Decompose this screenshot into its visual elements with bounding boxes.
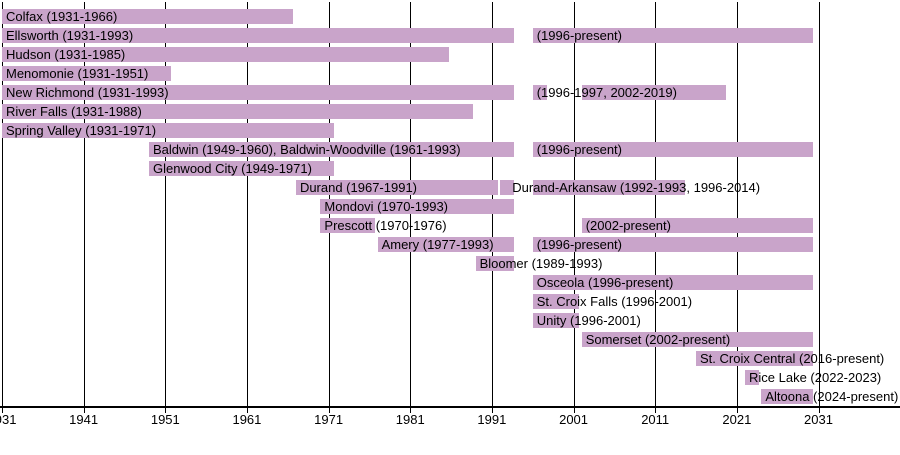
timeline-bar <box>2 123 335 138</box>
year-gridline <box>2 2 3 407</box>
timeline-bar-label: (1996-present) <box>536 28 622 43</box>
timeline-bar-label: Durand (1967-1991) <box>299 180 418 195</box>
axis-tick <box>328 408 330 413</box>
timeline-bar-label: Colfax (1931-1966) <box>6 9 118 24</box>
timeline-bar-label: Spring Valley (1931-1971) <box>6 123 157 138</box>
timeline-bar-label: Altoona (2024-present) <box>765 389 899 404</box>
timeline-bar <box>2 66 171 81</box>
timeline-bar-label: (1996-present) <box>536 237 622 252</box>
axis-tick <box>491 408 493 413</box>
timeline-bar <box>532 85 547 100</box>
timeline-bar-label: St. Croix Falls (1996-2001) <box>536 294 693 309</box>
axis-tick-label: 2021 <box>722 412 752 427</box>
axis-tick-label: 1941 <box>69 412 99 427</box>
timeline-bar <box>745 370 759 385</box>
timeline-bar <box>320 218 376 233</box>
axis-tick-label: 1961 <box>232 412 262 427</box>
timeline-bar-label: (2002-present) <box>585 218 671 233</box>
timeline-bar-label: New Richmond (1931-1993) <box>6 85 169 100</box>
axis-tick-label: 2031 <box>804 412 833 427</box>
timeline-bar <box>581 332 813 347</box>
year-gridline <box>165 2 167 407</box>
axis-line <box>0 406 900 408</box>
timeline-bar <box>500 180 514 195</box>
timeline-bar-label: Unity (1996-2001) <box>536 313 641 328</box>
axis-tick-label: 1991 <box>477 412 507 427</box>
timeline-bar-label: River Falls (1931-1988) <box>6 104 142 119</box>
year-gridline <box>83 2 85 407</box>
timeline-bar <box>377 237 514 252</box>
timeline-bar-label: Rice Lake (2022-2023) <box>749 370 882 385</box>
axis-tick-label: 1971 <box>314 412 344 427</box>
timeline-bar <box>532 313 580 328</box>
timeline-bar <box>2 85 514 100</box>
axis-tick <box>165 408 167 413</box>
axis-tick <box>246 408 248 413</box>
timeline-bar <box>295 180 498 195</box>
timeline-bar <box>148 161 335 176</box>
timeline-bar <box>2 9 294 24</box>
axis-tick <box>736 408 738 413</box>
timeline-bar <box>581 85 727 100</box>
year-gridline <box>655 2 657 407</box>
timeline-bar <box>532 180 686 195</box>
timeline-bar <box>2 47 449 62</box>
timeline-bar-label: Hudson (1931-1985) <box>6 47 126 62</box>
timeline-bar-label: (1996-1997, 2002-2019) <box>536 85 677 100</box>
timeline-bar-label: Somerset (2002-present) <box>585 332 731 347</box>
axis-tick <box>410 408 412 413</box>
timeline-bar-label: St. Croix Central (2016-present) <box>700 351 885 366</box>
axis-tick <box>573 408 575 413</box>
timeline-bar-label: Baldwin (1949-1960), Baldwin-Woodville (… <box>152 142 461 157</box>
timeline-bar <box>475 256 514 271</box>
timeline-bar <box>532 237 813 252</box>
timeline-bar <box>532 294 580 309</box>
axis-tick <box>818 408 820 413</box>
timeline-bar <box>761 389 813 404</box>
timeline-bar <box>532 275 813 290</box>
axis-tick <box>655 408 657 413</box>
axis-tick <box>2 408 3 413</box>
timeline-bar <box>148 142 514 157</box>
timeline-bar-label: (1996-present) <box>536 142 622 157</box>
year-gridline <box>736 2 738 407</box>
year-gridline <box>573 2 575 407</box>
timeline-bar-label: Bloomer (1989-1993) <box>479 256 603 271</box>
timeline-bar <box>532 142 813 157</box>
year-gridline <box>246 2 248 407</box>
year-gridline <box>818 2 820 407</box>
timeline-bar <box>532 28 813 43</box>
axis-tick-label: 2001 <box>559 412 589 427</box>
timeline-bar-label: Osceola (1996-present) <box>536 275 674 290</box>
timeline-bar-label: Ellsworth (1931-1993) <box>6 28 134 43</box>
timeline-bar <box>696 351 813 366</box>
timeline-bar-label: Menomonie (1931-1951) <box>6 66 149 81</box>
timeline-bar-label: Mondovi (1970-1993) <box>324 199 448 214</box>
timeline-bar <box>320 199 514 214</box>
timeline-bar-label: Durand-Arkansaw (1992-1993, 1996-2014) <box>512 180 761 195</box>
axis-tick-label: 1981 <box>395 412 425 427</box>
timeline-bar-label: Prescott (1970-1976) <box>324 218 447 233</box>
timeline-bar <box>2 104 474 119</box>
timeline-bar <box>2 28 514 43</box>
timeline-bar-label: Glenwood City (1949-1971) <box>152 161 312 176</box>
axis-tick <box>83 408 85 413</box>
axis-tick-label: 1931 <box>0 412 17 427</box>
axis-tick-label: 2011 <box>641 412 670 427</box>
timeline-bar-label: Amery (1977-1993) <box>381 237 494 252</box>
axis-tick-label: 1951 <box>150 412 180 427</box>
timeline-bar <box>581 218 813 233</box>
